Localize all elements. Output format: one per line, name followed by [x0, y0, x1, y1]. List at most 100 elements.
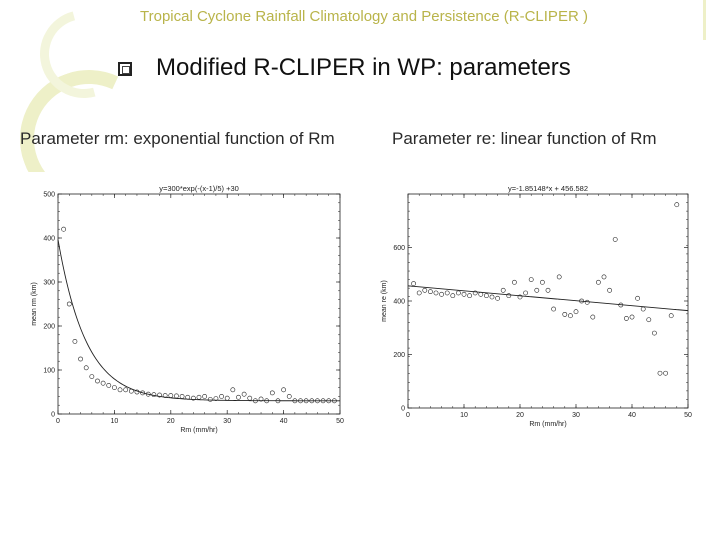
data-point	[545, 287, 551, 293]
data-point	[309, 398, 315, 404]
data-point	[517, 294, 523, 300]
data-point	[607, 287, 612, 293]
data-point	[247, 395, 253, 401]
y-tick-label: 100	[43, 368, 55, 375]
data-point	[298, 398, 303, 404]
data-point	[623, 315, 629, 321]
data-point	[219, 393, 224, 399]
fit-equation-label: y=300*exp(-(x-1)/5) +30	[159, 184, 239, 193]
y-tick-label: 200	[393, 352, 405, 359]
data-point	[78, 356, 83, 362]
data-point	[264, 398, 270, 404]
data-point	[629, 314, 635, 320]
data-point	[534, 287, 540, 293]
data-point	[66, 301, 72, 307]
data-point	[128, 388, 134, 394]
data-point	[106, 382, 112, 388]
data-point	[511, 279, 517, 285]
data-point	[467, 293, 472, 299]
data-point	[433, 290, 439, 296]
data-point	[72, 338, 78, 344]
data-point	[646, 317, 652, 323]
data-point	[100, 380, 106, 386]
data-point	[551, 306, 556, 312]
data-point	[411, 281, 416, 287]
data-point	[89, 374, 95, 379]
data-point	[292, 398, 298, 404]
plot-frame	[407, 193, 689, 409]
data-point	[281, 387, 286, 393]
page-title: Tropical Cyclone Rainfall Climatology an…	[140, 8, 588, 25]
data-point	[612, 237, 618, 242]
data-point	[61, 226, 67, 232]
decorative-line	[703, 0, 720, 40]
x-tick-label: 0	[56, 418, 60, 425]
data-point	[117, 387, 123, 393]
y-tick-label: 200	[43, 324, 55, 331]
x-tick-label: 50	[684, 412, 692, 419]
data-point	[651, 330, 657, 336]
data-point	[484, 293, 489, 299]
data-point	[528, 277, 534, 282]
data-point	[663, 370, 668, 376]
data-point	[573, 309, 579, 315]
re-linear-plot: 0 10 20 30 40 50 0 200 400 600 y=-1.85148*x + 456.…	[372, 172, 702, 434]
fit-equation-label: y=-1.85148*x + 456.582	[508, 184, 588, 193]
data-point	[123, 387, 129, 393]
data-point	[556, 274, 562, 280]
y-tick-label: 400	[393, 299, 405, 306]
data-point	[241, 391, 247, 397]
y-tick-label: 600	[393, 245, 405, 252]
data-point	[112, 385, 117, 390]
data-point	[303, 398, 309, 404]
data-point	[539, 279, 545, 285]
fit-curve	[57, 239, 340, 402]
y-axis-label: mean rm (km)	[31, 282, 38, 326]
rm-exponential-plot: 0 10 20 30 40 500100200300400500y=300*exp(-(x…	[20, 172, 350, 434]
fit-curve	[407, 285, 689, 312]
data-point	[207, 397, 213, 402]
data-point	[95, 378, 100, 384]
data-point	[275, 398, 281, 404]
data-point	[500, 287, 506, 293]
data-point	[416, 290, 422, 296]
data-point	[495, 295, 500, 301]
data-point	[590, 314, 596, 320]
data-point	[635, 295, 640, 301]
data-point	[562, 311, 568, 317]
data-point	[331, 398, 337, 404]
x-tick-label: 30	[572, 412, 580, 419]
data-point	[174, 393, 179, 399]
x-tick-label: 40	[280, 418, 288, 425]
data-point	[523, 290, 528, 296]
data-point	[224, 395, 230, 401]
data-point	[252, 398, 258, 404]
data-point	[179, 393, 185, 399]
data-point	[618, 302, 624, 308]
data-point	[168, 393, 174, 398]
slide-heading: Modified R-CLIPER in WP: parameters	[156, 54, 571, 81]
data-point	[202, 393, 208, 399]
data-point	[145, 391, 151, 397]
data-point	[213, 396, 219, 401]
bullet-square-icon	[118, 62, 132, 76]
plot-frame	[57, 193, 341, 415]
y-axis-label: mean re (km)	[381, 280, 388, 322]
data-point	[162, 393, 168, 398]
data-point	[472, 290, 478, 296]
data-point	[601, 274, 607, 280]
data-point	[657, 370, 663, 376]
data-point	[439, 291, 444, 297]
x-tick-label: 30	[223, 418, 231, 425]
data-point	[196, 394, 202, 400]
data-point	[428, 289, 433, 295]
data-point	[489, 294, 495, 300]
data-point	[595, 279, 601, 285]
y-tick-label: 400	[43, 236, 55, 243]
data-point	[185, 394, 191, 400]
x-tick-label: 10	[111, 418, 119, 425]
x-tick-label: 50	[336, 418, 344, 425]
y-tick-label: 500	[43, 192, 55, 199]
data-point	[320, 398, 326, 404]
data-point	[326, 398, 332, 404]
